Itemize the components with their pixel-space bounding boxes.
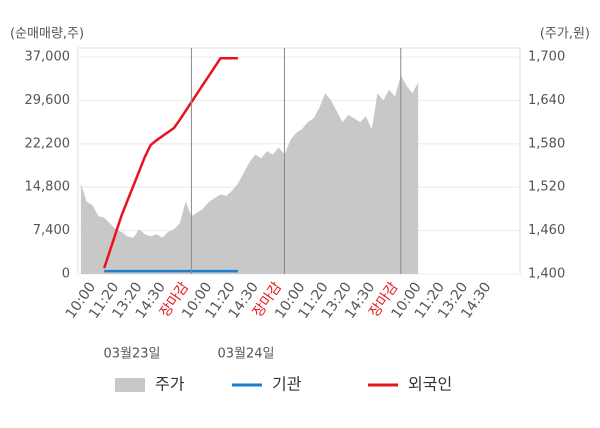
- right-axis-title: (주가,원): [540, 27, 590, 42]
- legend-swatch: [115, 378, 145, 392]
- legend-label: 주가: [155, 375, 185, 394]
- y2-tick-label: 1,700: [528, 50, 565, 65]
- legend-label: 기관: [272, 375, 302, 394]
- left-axis-title: (순매매량,주): [10, 27, 84, 42]
- y2-tick-label: 1,520: [528, 180, 565, 195]
- date-label: 03월24일: [217, 347, 274, 362]
- y-tick-label: 0: [62, 267, 70, 282]
- y2-tick-label: 1,580: [528, 136, 565, 151]
- y2-tick-label: 1,400: [528, 267, 565, 282]
- legend-label: 외국인: [408, 375, 452, 394]
- price-area: [80, 75, 419, 274]
- y-tick-label: 29,600: [25, 93, 71, 108]
- y2-tick-label: 1,460: [528, 223, 565, 238]
- y-tick-label: 7,400: [33, 223, 70, 238]
- y-tick-label: 37,000: [25, 50, 71, 65]
- y2-tick-label: 1,640: [528, 93, 565, 108]
- date-label: 03월23일: [103, 347, 160, 362]
- series-line: [103, 56, 238, 269]
- y-tick-label: 22,200: [25, 136, 71, 151]
- y-tick-label: 14,800: [25, 180, 71, 195]
